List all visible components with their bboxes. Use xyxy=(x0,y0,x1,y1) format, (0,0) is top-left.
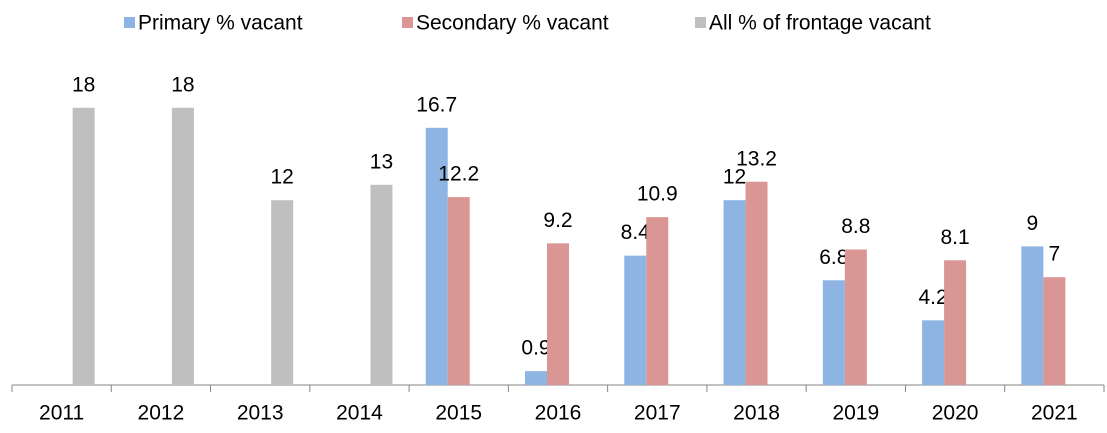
data-label: 12 xyxy=(271,166,294,189)
x-tick-label: 2021 xyxy=(1031,402,1078,425)
legend-swatch xyxy=(402,17,413,28)
data-label: 7 xyxy=(1049,243,1061,266)
data-label: 12.2 xyxy=(438,163,479,186)
x-tick-label: 2012 xyxy=(138,402,185,425)
x-tick-label: 2015 xyxy=(435,402,482,425)
data-label: 6.8 xyxy=(819,246,848,269)
data-label: 8.1 xyxy=(940,226,969,249)
data-label: 18 xyxy=(72,73,95,96)
data-label: 8.4 xyxy=(621,221,651,244)
data-label: 0.9 xyxy=(521,337,550,360)
legend-label: Primary % vacant xyxy=(138,12,303,35)
x-tick-label: 2020 xyxy=(932,402,979,425)
bar xyxy=(822,280,845,385)
x-tick-label: 2013 xyxy=(237,402,284,425)
data-label: 13.2 xyxy=(736,147,777,170)
bar xyxy=(646,217,669,385)
legend-label: Secondary % vacant xyxy=(416,12,609,35)
legend-swatch xyxy=(695,17,706,28)
data-label: 13 xyxy=(370,150,393,173)
data-label: 16.7 xyxy=(416,93,457,116)
x-tick-label: 2017 xyxy=(634,402,681,425)
bar xyxy=(844,249,867,385)
bar xyxy=(624,255,647,385)
x-tick-label: 2011 xyxy=(39,402,84,425)
bar xyxy=(271,200,294,385)
data-label: 10.9 xyxy=(637,183,678,206)
data-label: 9 xyxy=(1027,212,1039,235)
data-label: 8.8 xyxy=(841,215,870,238)
bar xyxy=(745,181,768,385)
bar xyxy=(171,107,194,386)
bar xyxy=(922,320,945,385)
x-tick-label: 2019 xyxy=(832,402,879,425)
bar xyxy=(944,260,967,385)
bar xyxy=(425,127,448,385)
bar xyxy=(547,243,569,385)
legend-label: All % of frontage vacant xyxy=(709,12,931,35)
bar xyxy=(72,107,95,386)
data-label: 4.2 xyxy=(918,286,947,309)
bar xyxy=(1021,246,1044,385)
data-label: 18 xyxy=(171,73,194,96)
data-label: 9.2 xyxy=(543,209,572,232)
bar xyxy=(370,184,393,385)
x-tick-label: 2016 xyxy=(535,402,582,425)
x-tick-label: 2018 xyxy=(733,402,780,425)
data-label: 12 xyxy=(723,166,746,189)
bar xyxy=(447,197,470,385)
bar xyxy=(723,200,746,385)
x-tick-label: 2014 xyxy=(336,402,383,425)
bar xyxy=(1043,277,1066,385)
legend-swatch xyxy=(124,17,135,28)
bar xyxy=(525,371,547,385)
